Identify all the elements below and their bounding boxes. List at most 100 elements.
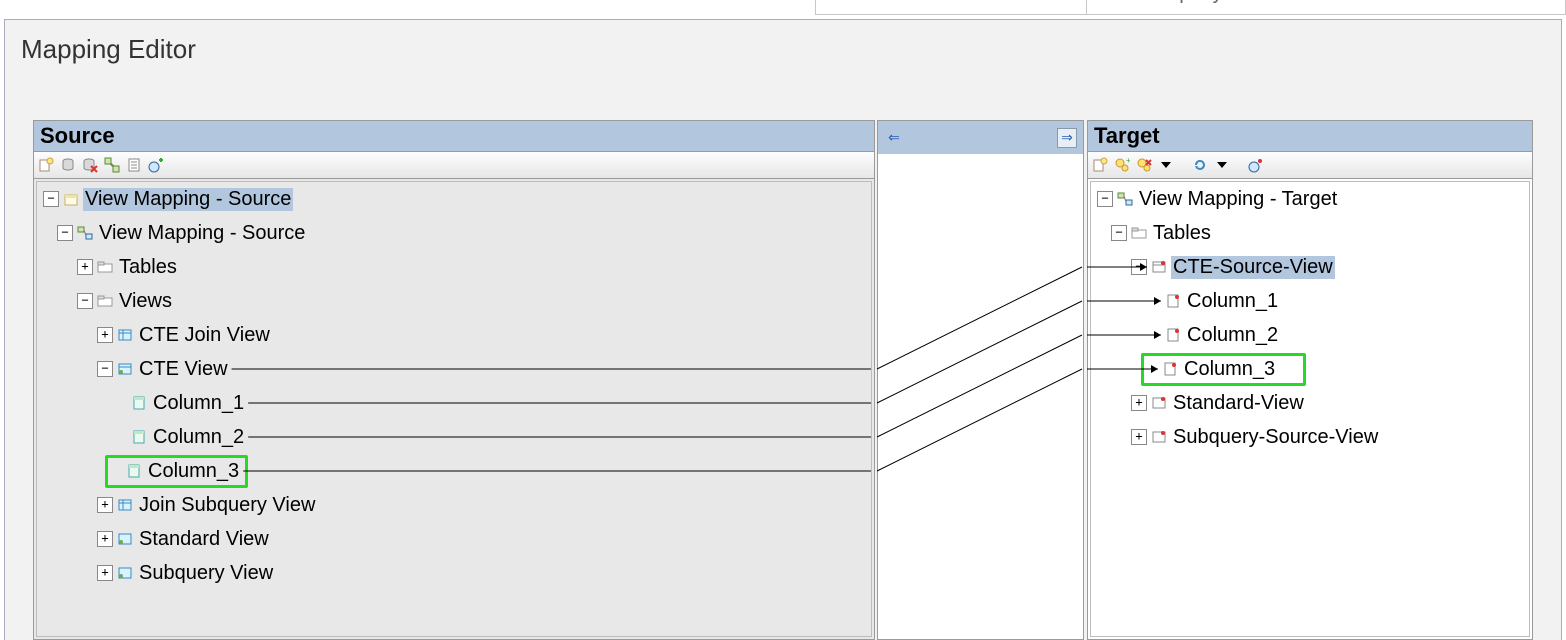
view-icon bbox=[117, 497, 133, 513]
column-icon bbox=[126, 463, 142, 479]
expand-icon[interactable]: + bbox=[97, 565, 113, 581]
table-icon bbox=[1151, 395, 1167, 411]
node-label: Column_2 bbox=[151, 426, 246, 449]
cropped-cell bbox=[816, 0, 1087, 14]
tree-node-view[interactable]: + Standard-View bbox=[1091, 386, 1529, 420]
node-label: Column_3 bbox=[1182, 358, 1277, 381]
expand-icon[interactable]: + bbox=[97, 531, 113, 547]
node-label: Subquery View bbox=[137, 562, 275, 585]
package-icon bbox=[63, 191, 79, 207]
collapse-icon[interactable]: − bbox=[1111, 225, 1127, 241]
node-label: CTE Join View bbox=[137, 324, 272, 347]
tree-node-view[interactable]: + Subquery View bbox=[37, 556, 871, 590]
table-icon bbox=[1151, 429, 1167, 445]
node-label: View Mapping - Target bbox=[1137, 188, 1339, 211]
expand-icon[interactable]: + bbox=[77, 259, 93, 275]
cropped-label: Subquery-Source-View bbox=[1087, 0, 1565, 7]
tree-node[interactable]: − View Mapping - Source bbox=[37, 216, 871, 250]
highlight-box: Column_3 bbox=[1141, 353, 1306, 386]
link-icon[interactable] bbox=[104, 157, 120, 173]
gears-remove-icon[interactable] bbox=[1136, 157, 1152, 173]
new-icon[interactable] bbox=[38, 157, 54, 173]
dropdown-icon[interactable] bbox=[1161, 162, 1171, 168]
collapse-icon[interactable]: − bbox=[57, 225, 73, 241]
column-icon bbox=[1162, 361, 1178, 377]
collapse-icon[interactable]: − bbox=[1097, 191, 1113, 207]
tree-node-views[interactable]: − Views bbox=[37, 284, 871, 318]
tree-node-cte-source-view[interactable]: − CTE-Source-View bbox=[1091, 250, 1529, 284]
node-label: Column_3 bbox=[146, 460, 241, 483]
tree-node-column[interactable]: Column_2 bbox=[1091, 318, 1529, 352]
tree-node-column[interactable]: Column_2 bbox=[37, 420, 871, 454]
mapping-editor-window: Mapping Editor Source − View Mapping - S… bbox=[4, 19, 1562, 640]
tree-node-column[interactable]: Column_3 bbox=[37, 454, 871, 488]
node-label: Standard-View bbox=[1171, 392, 1306, 415]
doc-icon[interactable] bbox=[126, 157, 142, 173]
view-icon bbox=[117, 565, 133, 581]
tree-node-column[interactable]: Column_1 bbox=[1091, 284, 1529, 318]
tree-node-cte-view[interactable]: − CTE View bbox=[37, 352, 871, 386]
expand-icon[interactable]: + bbox=[97, 327, 113, 343]
tree-node-root[interactable]: − View Mapping - Source bbox=[37, 182, 871, 216]
node-label: Views bbox=[117, 290, 174, 313]
tree-node-column[interactable]: Column_3 bbox=[1091, 352, 1529, 386]
expand-icon[interactable]: + bbox=[97, 497, 113, 513]
add-prop-icon[interactable] bbox=[148, 157, 164, 173]
node-label: Tables bbox=[117, 256, 179, 279]
node-label: Standard View bbox=[137, 528, 271, 551]
middle-header: ⇐ ⇒ bbox=[877, 120, 1084, 156]
editor-title: Mapping Editor bbox=[5, 20, 1561, 85]
tree-node-tables[interactable]: − Tables bbox=[1091, 216, 1529, 250]
source-header: Source bbox=[34, 121, 874, 152]
tree-node-view[interactable]: + Subquery-Source-View bbox=[1091, 420, 1529, 454]
tree-node-view[interactable]: + Standard View bbox=[37, 522, 871, 556]
node-label: Tables bbox=[1151, 222, 1213, 245]
collapse-icon[interactable]: − bbox=[1131, 259, 1147, 275]
target-panel: Target + − View Mapping - Target bbox=[1087, 120, 1533, 640]
expand-icon[interactable]: + bbox=[1131, 395, 1147, 411]
table-icon bbox=[1151, 259, 1167, 275]
add-prop-icon[interactable] bbox=[1248, 157, 1264, 173]
node-label: CTE View bbox=[137, 358, 230, 381]
tree-node-tables[interactable]: + Tables bbox=[37, 250, 871, 284]
node-label: View Mapping - Source bbox=[83, 188, 293, 211]
arrow-right-icon[interactable]: ⇒ bbox=[1057, 128, 1077, 148]
collapse-icon[interactable]: − bbox=[43, 191, 59, 207]
target-header: Target bbox=[1088, 121, 1532, 152]
collapse-icon[interactable]: − bbox=[77, 293, 93, 309]
delete-icon[interactable] bbox=[82, 157, 98, 173]
target-tree[interactable]: − View Mapping - Target − Tables − CTE-S… bbox=[1090, 181, 1530, 637]
folder-icon bbox=[97, 259, 113, 275]
collapse-icon[interactable]: − bbox=[97, 361, 113, 377]
db-icon[interactable] bbox=[60, 157, 76, 173]
arrow-left-icon[interactable]: ⇐ bbox=[884, 128, 904, 148]
column-icon bbox=[131, 429, 147, 445]
dropdown-icon[interactable] bbox=[1217, 162, 1227, 168]
source-panel: Source − View Mapping - Source − bbox=[33, 120, 875, 640]
gears-add-icon[interactable]: + bbox=[1114, 157, 1130, 173]
folder-icon bbox=[1131, 225, 1147, 241]
expand-icon[interactable]: + bbox=[1131, 429, 1147, 445]
column-icon bbox=[1165, 293, 1181, 309]
refresh-icon[interactable] bbox=[1192, 157, 1208, 173]
source-tree[interactable]: − View Mapping - Source − View Mapping -… bbox=[36, 181, 872, 637]
panels-area: Source − View Mapping - Source − bbox=[33, 120, 1533, 640]
view-icon bbox=[117, 361, 133, 377]
svg-text:+: + bbox=[1126, 157, 1130, 165]
target-toolbar: + bbox=[1088, 152, 1532, 179]
node-label: View Mapping - Source bbox=[97, 222, 307, 245]
node-label: Column_1 bbox=[151, 392, 246, 415]
new-icon[interactable] bbox=[1092, 157, 1108, 173]
mapping-icon bbox=[77, 225, 93, 241]
node-label: Subquery-Source-View bbox=[1171, 426, 1380, 449]
middle-body bbox=[877, 154, 1084, 640]
source-toolbar bbox=[34, 152, 874, 179]
tree-node-view[interactable]: + CTE Join View bbox=[37, 318, 871, 352]
view-icon bbox=[117, 327, 133, 343]
node-label: Join Subquery View bbox=[137, 494, 317, 517]
tree-node-view[interactable]: + Join Subquery View bbox=[37, 488, 871, 522]
mapping-icon bbox=[1117, 191, 1133, 207]
tree-node-root[interactable]: − View Mapping - Target bbox=[1091, 182, 1529, 216]
tree-node-column[interactable]: Column_1 bbox=[37, 386, 871, 420]
node-label: Column_1 bbox=[1185, 290, 1280, 313]
